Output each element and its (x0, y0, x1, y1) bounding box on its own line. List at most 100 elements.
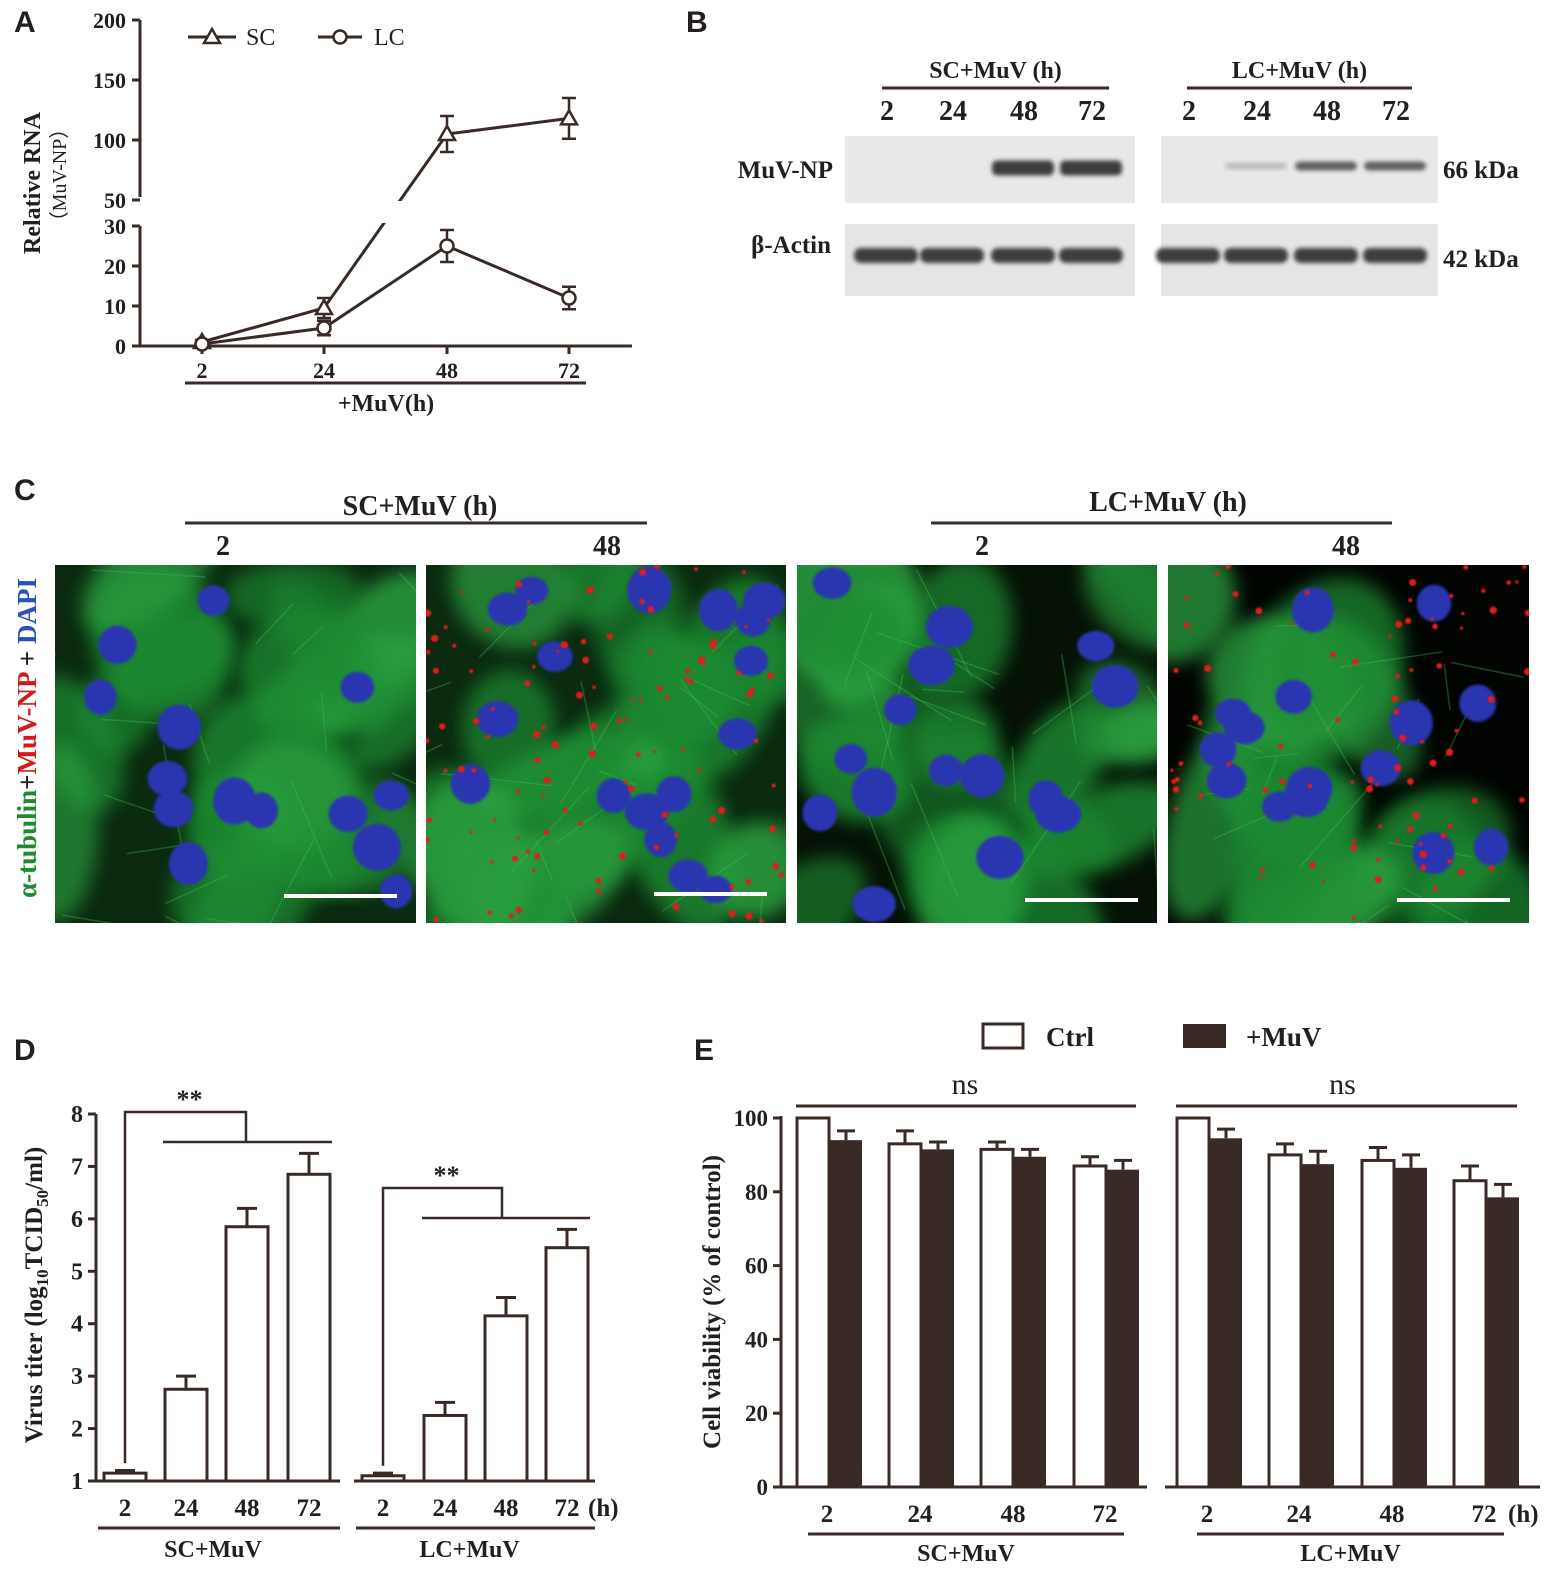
stain-part-dapi: DAPI (12, 578, 42, 644)
panel-a-y-label: Relative RNA (20, 111, 46, 254)
micro-nucleus-1-8 (742, 582, 786, 620)
a-point-sc-1 (313, 297, 335, 316)
micro-np-dot-3-42 (1481, 588, 1486, 593)
micro-np-dot-3-61 (1420, 739, 1425, 744)
micro-np-dot-3-29 (1419, 850, 1427, 858)
d-err-1-1 (435, 1400, 455, 1416)
d-bar-1-2 (483, 1314, 529, 1483)
micro-nucleus-3-14 (1262, 791, 1297, 822)
band-actin-0-3 (1059, 248, 1123, 263)
micro-cell-0-14 (351, 674, 416, 771)
micro-np-dot-1-19 (534, 853, 541, 860)
micro-nucleus-0-6 (197, 585, 230, 616)
micro-np-dot-1-52 (525, 849, 531, 854)
micro-fiber-3-10 (1253, 752, 1300, 759)
a-point-lc-3 (561, 290, 577, 306)
micro-np-dot-1-18 (661, 811, 668, 818)
d-xtick-1-1: 24 (433, 1495, 459, 1522)
legend-muv-label: +MuV (1246, 1022, 1322, 1052)
micro-np-dot-1-99 (486, 734, 491, 739)
a-point-sc-3 (558, 107, 580, 126)
micro-np-dot-3-9 (1289, 622, 1293, 626)
micro-fiber-1-8 (680, 686, 719, 718)
micro-nucleus-2-4 (812, 567, 852, 599)
e-sig-label-1: ns (1329, 1068, 1356, 1101)
micro-np-dot-3-40 (1393, 708, 1400, 715)
micro-np-dot-3-24 (1522, 565, 1527, 569)
micro-np-dot-3-68 (1471, 797, 1478, 804)
micro-np-dot-1-60 (673, 832, 679, 838)
d-bar-0-2 (224, 1225, 270, 1483)
micro-np-dot-3-23 (1489, 606, 1497, 614)
a-point-lc-1 (316, 320, 332, 336)
d-xtick-1-3: 72 (555, 1495, 580, 1522)
e-bar-ctrl-1-3 (1452, 1179, 1488, 1489)
micro-fiber-2-3 (1061, 654, 1078, 744)
micro-np-dot-1-70 (729, 884, 735, 890)
micro-np-dot-1-103 (709, 642, 717, 650)
e-ytick-1: 20 (745, 1401, 768, 1426)
micro-np-dot-1-104 (736, 670, 742, 676)
legend-ctrl-swatch (981, 1022, 1025, 1050)
panel-e-unit: (h) (1508, 1501, 1539, 1528)
d-xtick-0-0: 2 (119, 1495, 132, 1522)
e-err-ctrl-1-1 (1276, 1142, 1294, 1155)
stain-part-np: MuV-NP (12, 672, 42, 774)
micro-np-dot-3-56 (1407, 826, 1414, 833)
micro-fiber-1-3 (759, 897, 763, 923)
d-ytick-6: 7 (71, 1154, 83, 1180)
micro-fiber-2-14 (954, 662, 995, 690)
micro-np-dot-3-25 (1394, 764, 1402, 772)
micro-fiber-2-9 (1152, 827, 1157, 885)
micrograph-0 (55, 565, 416, 923)
micro-nucleus-1-14 (668, 859, 708, 893)
micro-cell-2-10 (797, 856, 867, 923)
micro-np-dot-3-69 (1350, 844, 1357, 851)
micro-np-dot-3-62 (1388, 634, 1392, 638)
micro-cell-2-14 (1065, 565, 1157, 655)
micro-np-dot-1-108 (532, 869, 536, 873)
micro-np-dot-3-7 (1178, 761, 1184, 766)
e-err-muv-0-0 (837, 1129, 855, 1141)
e-err-ctrl-1-2 (1369, 1146, 1387, 1161)
micro-np-dot-1-38 (744, 625, 748, 629)
micro-fiber-0-11 (164, 874, 227, 905)
micro-np-dot-1-43 (748, 687, 755, 695)
e-err-muv-0-2 (1021, 1147, 1039, 1157)
micro-nucleus-1-12 (487, 592, 528, 626)
micro-np-dot-1-15 (595, 878, 602, 884)
micro-nucleus-3-7 (1291, 586, 1334, 633)
e-err-ctrl-0-3 (1081, 1155, 1099, 1166)
micro-np-dot-1-77 (639, 698, 643, 703)
micro-fiber-2-4 (843, 612, 873, 685)
micro-nucleus-3-11 (1459, 684, 1497, 722)
e-err-ctrl-0-1 (896, 1129, 914, 1144)
micro-np-dot-1-49 (696, 768, 701, 772)
micro-np-dot-1-28 (774, 865, 779, 870)
micro-np-dot-3-22 (1524, 668, 1529, 676)
micro-np-dot-3-84 (1255, 607, 1263, 615)
micro-np-dot-1-82 (687, 678, 694, 685)
d-ytick-4: 5 (71, 1259, 83, 1285)
d-ytick-3: 4 (71, 1312, 83, 1338)
micro-np-dot-1-13 (616, 717, 623, 724)
micro-nucleus-3-2 (1206, 762, 1247, 799)
micro-fiber-1-0 (564, 896, 578, 923)
micrograph-3 (1168, 565, 1529, 923)
a-ytick-lower-2: 20 (104, 254, 126, 279)
d-sig-bracket-1 (381, 1186, 504, 1466)
micro-fiber-0-10 (164, 915, 181, 923)
legend-ctrl-label: Ctrl (1046, 1022, 1094, 1052)
e-xtick-1-2: 48 (1380, 1501, 1405, 1528)
blot-lane-1-1: 24 (1243, 96, 1271, 127)
micro-nucleus-1-10 (656, 776, 692, 813)
micro-np-dot-3-77 (1432, 623, 1438, 630)
micro-np-dot-3-2 (1309, 862, 1316, 869)
micro-np-dot-3-59 (1404, 617, 1412, 625)
band-actin-1-3 (1363, 248, 1427, 263)
micro-time-sc-48: 48 (593, 531, 621, 562)
micro-np-dot-1-102 (487, 910, 492, 915)
micro-np-dot-1-24 (426, 837, 430, 843)
e-bar-muv-0-1 (922, 1149, 954, 1487)
panel-c-microscopy: SC+MuV (h) LC+MuV (h) 2 48 2 48 α-tubuli… (12, 487, 1529, 923)
